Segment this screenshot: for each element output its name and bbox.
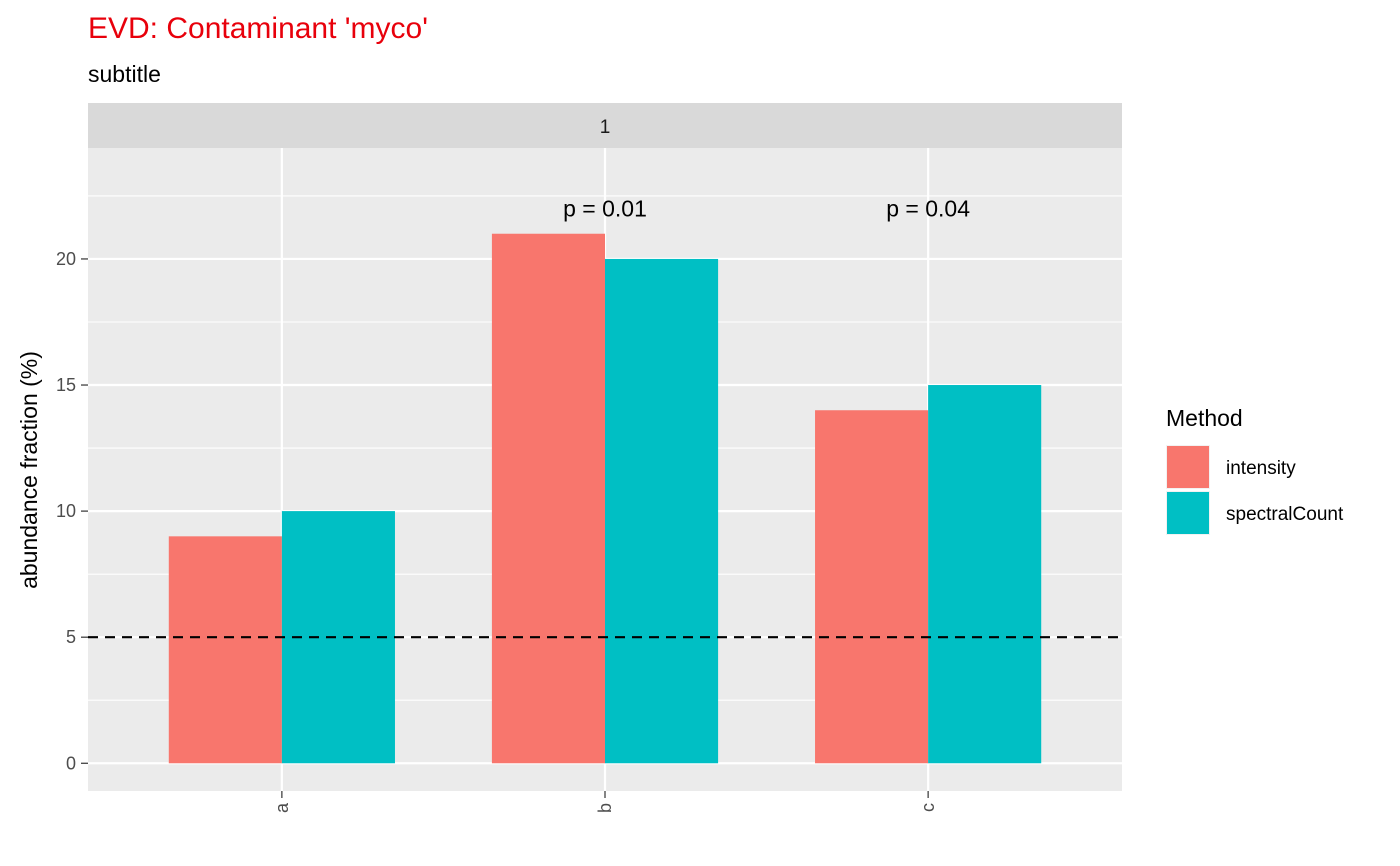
p-value-label: p = 0.01	[563, 196, 647, 222]
y-tick-label: 5	[66, 627, 76, 647]
bar-spectralCount-c	[928, 385, 1042, 764]
p-value-label: p = 0.04	[886, 196, 970, 222]
bars	[168, 233, 1042, 764]
chart-subtitle: subtitle	[88, 61, 161, 87]
y-axis: 0 5 10 15 20	[56, 249, 88, 773]
legend-title: Method	[1166, 405, 1243, 431]
legend: Method intensity spectralCount	[1166, 405, 1344, 535]
legend-label-intensity: intensity	[1226, 458, 1296, 479]
y-axis-label: abundance fraction (%)	[16, 351, 42, 589]
facet-strip-label: 1	[600, 117, 611, 138]
bar-spectralCount-b	[605, 258, 719, 764]
bar-intensity-b	[491, 233, 605, 764]
y-tick-label: 0	[66, 753, 76, 773]
y-tick-label: 15	[56, 375, 76, 395]
x-tick-label: a	[272, 802, 292, 813]
x-tick-label: b	[595, 803, 615, 813]
chart-title: EVD: Contaminant 'myco'	[88, 12, 428, 45]
legend-items: intensity spectralCount	[1166, 445, 1344, 535]
legend-swatch-intensity	[1167, 446, 1209, 488]
y-tick-label: 20	[56, 249, 76, 269]
bar-intensity-a	[168, 536, 282, 764]
bar-intensity-c	[815, 410, 929, 764]
legend-swatch-spectralCount	[1167, 492, 1209, 534]
legend-label-spectralCount: spectralCount	[1226, 504, 1344, 525]
y-tick-label: 10	[56, 501, 76, 521]
annotations: p = 0.01 p = 0.04	[563, 196, 970, 222]
facet-strip	[88, 103, 1122, 148]
x-axis: a b c	[272, 791, 938, 813]
x-tick-label: c	[918, 803, 938, 812]
